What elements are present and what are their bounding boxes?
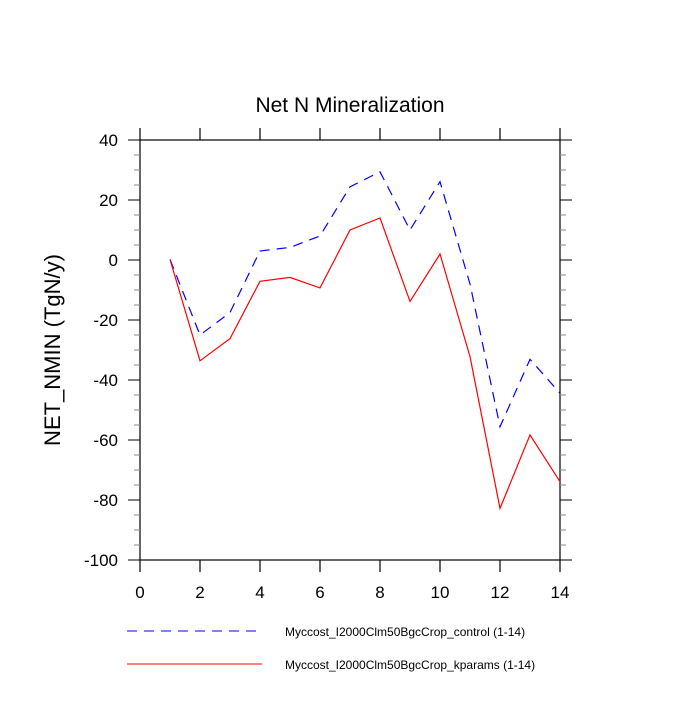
legend-label-0: Myccost_I2000Clm50BgcCrop_control (1-14) xyxy=(285,625,525,639)
y-tick-label: -20 xyxy=(93,311,118,330)
series-group xyxy=(169,170,561,511)
y-tick-label: -100 xyxy=(84,551,118,570)
series-line-1 xyxy=(169,217,561,511)
legend: Myccost_I2000Clm50BgcCrop_control (1-14)… xyxy=(127,625,535,672)
legend-label-1: Myccost_I2000Clm50BgcCrop_kparams (1-14) xyxy=(285,658,535,672)
plot-frame xyxy=(139,139,561,561)
x-tick-label: 8 xyxy=(375,583,384,602)
x-tick-label: 12 xyxy=(491,583,510,602)
series-line-0 xyxy=(169,170,561,429)
y-tick-label: 0 xyxy=(109,251,118,270)
x-tick-label: 2 xyxy=(195,583,204,602)
x-tick-label: 14 xyxy=(551,583,570,602)
x-tick-label: 6 xyxy=(315,583,324,602)
y-tick-label: -60 xyxy=(93,431,118,450)
y-tick-label: -80 xyxy=(93,491,118,510)
y-tick-label: -40 xyxy=(93,371,118,390)
y-tick-label: 40 xyxy=(99,131,118,150)
y-axis-label: NET_NMIN (TgN/y) xyxy=(40,254,65,446)
x-tick-label: 10 xyxy=(431,583,450,602)
x-tick-label: 4 xyxy=(255,583,264,602)
y-tick-label: 20 xyxy=(99,191,118,210)
x-tick-label: 0 xyxy=(135,583,144,602)
chart-title: Net N Mineralization xyxy=(255,94,444,117)
axes: 0 2 4 6 8 10 12 14 40 20 0 -20 -40 -60 -80 -100 xyxy=(84,128,572,602)
